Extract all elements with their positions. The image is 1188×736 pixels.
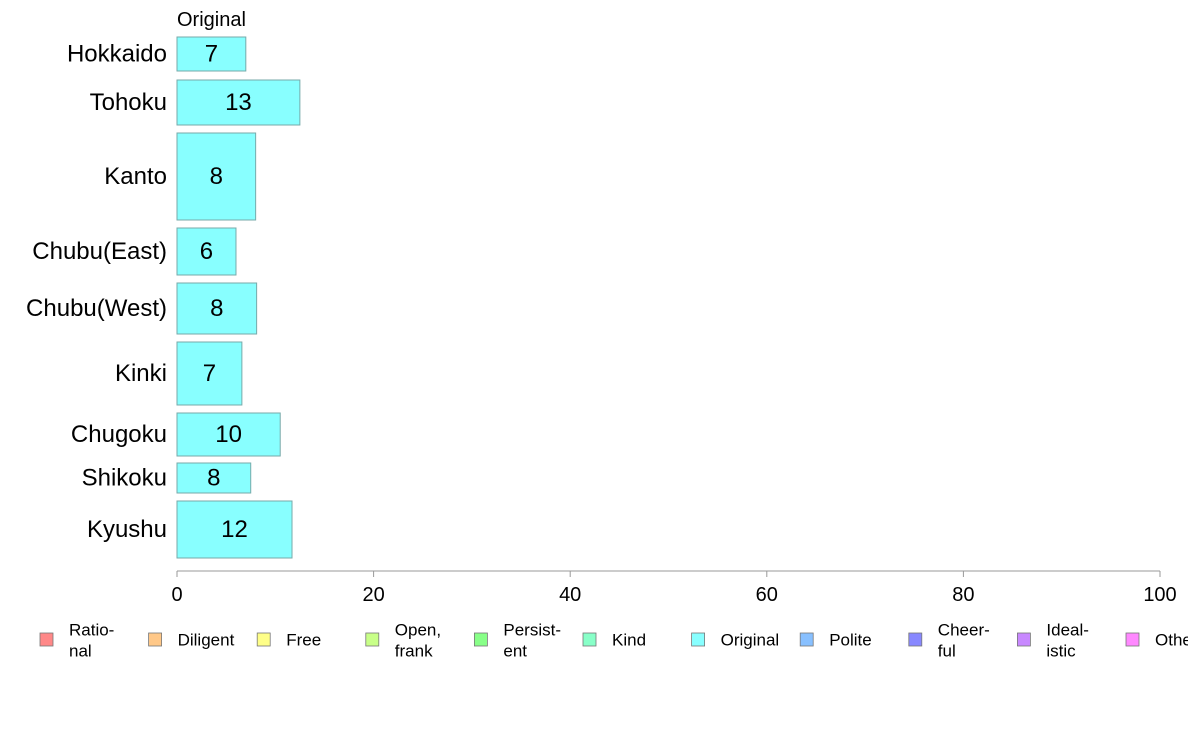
bar-value-label: 8 — [210, 163, 223, 190]
legend-label: Ratio-nal — [69, 621, 114, 661]
bars-group: Hokkaido 7 Tohoku 13 Kanto 8 Chubu(East) 6 Chubu… — [26, 36, 301, 559]
legend-label: Open, frank — [395, 621, 441, 661]
x-tick-label: 100 — [1143, 584, 1176, 606]
legend-swatch — [39, 632, 54, 647]
x-tick-label: 80 — [952, 584, 974, 606]
legend-swatch — [148, 632, 163, 647]
x-axis: 0 20 40 60 80 100 — [171, 570, 1177, 606]
category-label: Chubu(West) — [26, 295, 167, 322]
x-tick-label: 60 — [756, 584, 778, 606]
x-tick-label: 0 — [171, 584, 182, 606]
bar — [176, 132, 257, 221]
legend-swatch — [1017, 632, 1031, 647]
bar — [176, 341, 243, 406]
legend-swatch — [1125, 632, 1140, 647]
bar — [176, 282, 258, 335]
legend-swatch — [256, 632, 271, 647]
category-label: Shikoku — [82, 465, 167, 492]
legend-label: Persist-ent — [503, 621, 561, 661]
legend-swatch — [365, 632, 380, 647]
bar-value-label: 7 — [205, 41, 218, 68]
bar — [176, 36, 247, 72]
bar-value-label: 10 — [215, 421, 242, 448]
bar — [176, 412, 281, 457]
bar — [176, 500, 293, 559]
bar-value-label: 8 — [207, 465, 220, 492]
x-tick-label: 40 — [559, 584, 581, 606]
category-label: Hokkaido — [67, 41, 167, 68]
legend-label: Original — [721, 631, 780, 650]
legend-swatch — [473, 632, 488, 647]
bar — [176, 462, 252, 494]
legend: Ratio-nal Diligent Free Open, frank Persist-e… — [39, 621, 1188, 661]
bar — [176, 227, 237, 276]
legend-label: Kind — [612, 631, 646, 650]
bar-value-label: 7 — [203, 360, 216, 387]
bar-value-label: 12 — [221, 516, 248, 543]
category-label: Chubu(East) — [32, 238, 167, 265]
legend-swatch — [582, 632, 597, 647]
bar — [176, 79, 301, 126]
legend-swatch — [908, 632, 923, 647]
legend-label: Free — [286, 631, 321, 650]
category-label: Kinki — [115, 360, 167, 387]
legend-swatch — [691, 632, 705, 647]
legend-swatch — [799, 632, 814, 647]
x-tick-label: 20 — [362, 584, 384, 606]
bar-value-label: 6 — [200, 238, 213, 265]
legend-label: Diligent — [178, 631, 235, 650]
column-header: Original — [177, 9, 246, 31]
category-label: Kyushu — [87, 516, 167, 543]
bar-value-label: 8 — [210, 295, 223, 322]
legend-label: Cheer-ful — [938, 621, 990, 661]
legend-label: Polite — [829, 631, 872, 650]
category-label: Kanto — [104, 163, 167, 190]
legend-label: Ideal-istic — [1046, 621, 1089, 661]
category-label: Chugoku — [71, 421, 167, 448]
category-label: Tohoku — [90, 89, 167, 116]
bar-value-label: 13 — [225, 89, 252, 116]
legend-label: Other — [1155, 631, 1188, 650]
